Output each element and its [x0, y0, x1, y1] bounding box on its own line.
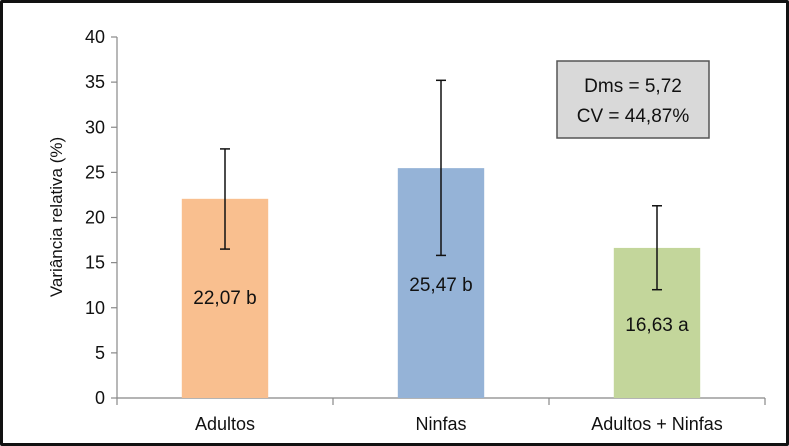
y-tick-label: 10: [85, 298, 105, 318]
y-tick-label: 5: [95, 343, 105, 363]
x-category-label: Ninfas: [415, 414, 466, 434]
bar-data-label: 25,47 b: [409, 275, 472, 296]
y-tick-label: 15: [85, 253, 105, 273]
y-tick-label: 25: [85, 162, 105, 182]
x-category-label: Adultos: [195, 414, 255, 434]
stats-box: Dms = 5,72 CV = 44,87%: [556, 60, 710, 139]
y-axis-label: Variância relativa (%): [47, 137, 66, 297]
y-tick-label: 35: [85, 72, 105, 92]
y-tick-label: 40: [85, 27, 105, 47]
y-axis: 0 5 10 15 20 25 30 35 40: [85, 27, 118, 408]
y-tick-label: 30: [85, 117, 105, 137]
bar-data-label: 16,63 a: [625, 315, 689, 336]
stats-dms: Dms = 5,72: [584, 76, 682, 97]
bars: [181, 168, 701, 398]
bar-data-label: 22,07 b: [193, 288, 256, 309]
y-tick-label: 20: [85, 208, 105, 228]
x-category-label: Adultos + Ninfas: [591, 414, 723, 434]
stats-box-background: [556, 60, 710, 139]
data-labels: 22,07 b 25,47 b 16,63 a: [193, 275, 689, 336]
stats-cv: CV = 44,87%: [577, 106, 690, 127]
x-axis: Adultos Ninfas Adultos + Ninfas: [116, 397, 766, 434]
error-bars: [220, 79, 662, 291]
y-tick-label: 0: [95, 388, 105, 408]
